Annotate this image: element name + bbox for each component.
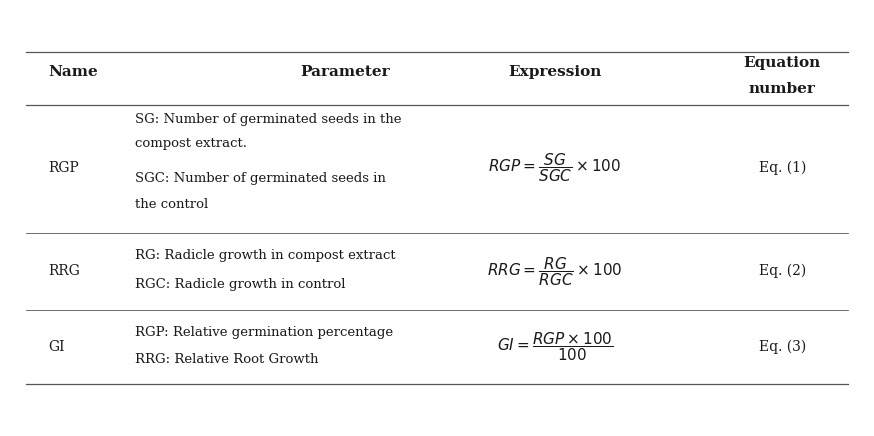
Text: RGC: Radicle growth in control: RGC: Radicle growth in control xyxy=(135,278,346,291)
Text: RGP: Relative germination percentage: RGP: Relative germination percentage xyxy=(135,326,393,339)
Text: RRG: RRG xyxy=(48,264,80,278)
Text: number: number xyxy=(749,82,815,96)
Text: Eq. (1): Eq. (1) xyxy=(759,160,806,175)
Text: GI: GI xyxy=(48,340,65,354)
Text: $\mathit{RRG} = \dfrac{\mathit{RG}}{\mathit{RGC}} \times 100$: $\mathit{RRG} = \dfrac{\mathit{RG}}{\mat… xyxy=(488,255,622,288)
Text: the control: the control xyxy=(135,198,209,211)
Text: RRG: Relative Root Growth: RRG: Relative Root Growth xyxy=(135,353,319,366)
Text: compost extract.: compost extract. xyxy=(135,136,247,150)
Text: RG: Radicle growth in compost extract: RG: Radicle growth in compost extract xyxy=(135,249,396,262)
Text: Expression: Expression xyxy=(509,65,601,79)
Text: Eq. (2): Eq. (2) xyxy=(759,264,806,279)
Text: SG: Number of germinated seeds in the: SG: Number of germinated seeds in the xyxy=(135,113,402,126)
Text: Eq. (3): Eq. (3) xyxy=(759,339,806,354)
Text: Name: Name xyxy=(48,65,98,79)
Text: RGP: RGP xyxy=(48,161,79,175)
Text: Equation: Equation xyxy=(744,56,821,70)
Text: $\mathit{RGP} = \dfrac{\mathit{SG}}{\mathit{SGC}} \times 100$: $\mathit{RGP} = \dfrac{\mathit{SG}}{\mat… xyxy=(489,151,621,184)
Text: $\mathit{GI} = \dfrac{\mathit{RGP} \times 100}{100}$: $\mathit{GI} = \dfrac{\mathit{RGP} \time… xyxy=(496,330,614,363)
Text: Parameter: Parameter xyxy=(301,65,390,79)
Text: SGC: Number of germinated seeds in: SGC: Number of germinated seeds in xyxy=(135,172,386,185)
